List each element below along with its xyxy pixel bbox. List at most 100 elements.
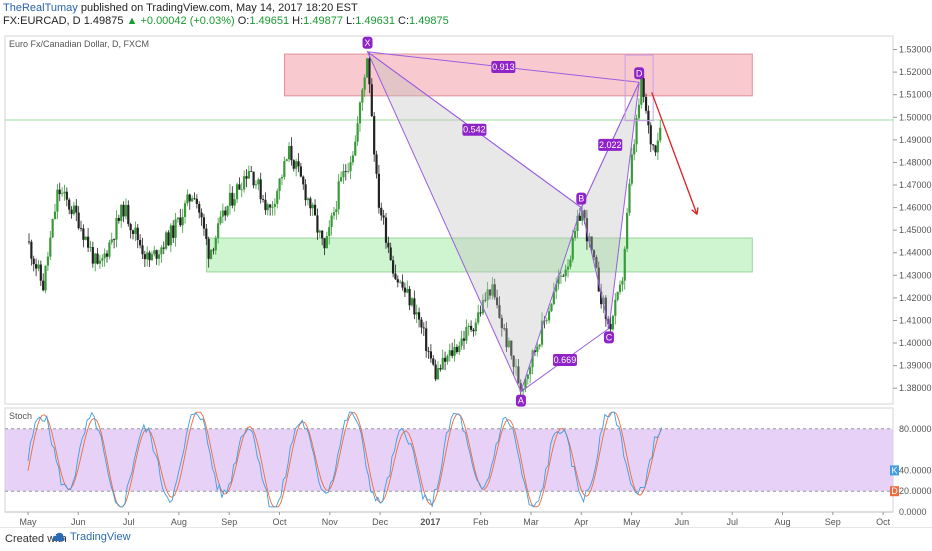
- harmonic-pattern[interactable]: X A B C D 0.913 0.542 0.669 2.022: [362, 36, 654, 407]
- candle: [276, 188, 279, 209]
- candle-body: [590, 236, 593, 251]
- candle: [110, 232, 113, 245]
- point-label-bg: [576, 192, 587, 205]
- stoch-d-badge: [890, 486, 899, 497]
- candle-body: [510, 340, 513, 356]
- demand-zone[interactable]: [206, 237, 753, 273]
- candle-body: [155, 250, 158, 259]
- candle: [623, 246, 626, 290]
- candle-body: [287, 145, 291, 160]
- projection-arrow[interactable]: [651, 92, 699, 215]
- candle-body: [252, 171, 255, 186]
- candle-body: [536, 346, 539, 352]
- candle-body: [269, 204, 272, 208]
- candle: [630, 147, 633, 187]
- candle-body: [323, 238, 326, 249]
- candle-body: [451, 350, 454, 356]
- candle-body: [124, 204, 128, 217]
- candle: [529, 365, 532, 383]
- candle: [451, 342, 454, 359]
- tradingview-brand[interactable]: TradingView: [52, 531, 131, 543]
- candle: [337, 174, 340, 215]
- candle: [505, 322, 508, 352]
- candle: [614, 293, 617, 325]
- candle: [302, 175, 305, 190]
- candle: [633, 139, 636, 161]
- candle-body: [84, 236, 87, 240]
- candle: [358, 101, 362, 132]
- candle: [117, 214, 120, 224]
- candle-body: [233, 199, 236, 206]
- candle-body: [72, 205, 76, 215]
- candle: [545, 317, 548, 325]
- candle-body: [540, 320, 544, 345]
- candle: [477, 304, 480, 325]
- candle-body: [228, 192, 232, 206]
- candle: [169, 223, 172, 252]
- point-label-b: B: [578, 194, 584, 204]
- candle: [616, 291, 619, 302]
- time-tick-label: Mar: [523, 517, 539, 527]
- candle-body: [115, 217, 118, 240]
- candle: [611, 314, 615, 332]
- candle-body: [526, 374, 529, 379]
- candle: [389, 242, 392, 261]
- candle: [550, 302, 553, 313]
- candle-body: [361, 89, 364, 103]
- candle-body: [640, 78, 643, 105]
- candle: [519, 379, 522, 397]
- candle: [427, 347, 430, 359]
- supply-zone[interactable]: [284, 53, 753, 97]
- candle: [72, 201, 76, 216]
- chart-title: Euro Fx/Canadian Dollar, D, FXCM: [9, 39, 149, 49]
- point-label-bg: [515, 394, 526, 407]
- candle: [113, 238, 116, 249]
- candle-body: [306, 198, 310, 201]
- candle-body: [347, 171, 350, 173]
- time-axis[interactable]: May Jun Jul Aug Sep Oct Nov Dec 2017 Feb Mar Apr May…: [5, 511, 893, 527]
- candle: [87, 227, 90, 252]
- price-pane-border: [4, 35, 894, 405]
- candle: [399, 279, 402, 284]
- candle-body: [571, 237, 574, 260]
- candle-body: [221, 210, 224, 217]
- candle-body: [254, 184, 258, 186]
- candle-body: [68, 199, 71, 210]
- ratio-label: 0.913: [492, 62, 515, 72]
- candle-body: [474, 322, 477, 332]
- candle-body: [614, 299, 617, 316]
- time-tick-label: Jun: [71, 517, 86, 527]
- candle: [299, 162, 302, 178]
- candle: [574, 226, 577, 241]
- candle-body: [42, 280, 45, 291]
- candle: [484, 292, 487, 303]
- publish-line: TheRealTumay published on TradingView.co…: [3, 2, 358, 14]
- candle-body: [136, 227, 139, 241]
- candle-body: [174, 219, 177, 238]
- candle-body: [105, 253, 109, 257]
- xab-triangle[interactable]: [366, 50, 582, 393]
- candle-body: [313, 204, 317, 216]
- publish-info: published on TradingView.com, May 14, 20…: [80, 2, 358, 14]
- stoch-pane[interactable]: Stoch 80.0000 40.0000 20.0000 0.0000 K D: [4, 407, 932, 517]
- price-pane[interactable]: Euro Fx/Canadian Dollar, D, FXCM 1.53000 1…: [4, 35, 932, 407]
- candle-body: [153, 250, 156, 255]
- candle-body: [363, 77, 366, 90]
- candle: [94, 252, 97, 272]
- candle-body: [299, 166, 302, 177]
- candle: [500, 314, 503, 337]
- candle: [325, 231, 328, 249]
- candle-body: [79, 228, 83, 229]
- chart-canvas[interactable]: Euro Fx/Canadian Dollar, D, FXCM 1.53000 1…: [0, 30, 932, 527]
- candle: [240, 182, 243, 198]
- candle-body: [618, 284, 622, 292]
- candle: [578, 207, 581, 221]
- stoch-k-line: [27, 411, 663, 508]
- candle-body: [479, 312, 482, 314]
- candle: [408, 285, 411, 311]
- candle: [647, 105, 650, 134]
- candle-body: [592, 250, 596, 258]
- candle-body: [507, 340, 511, 348]
- candle: [462, 330, 466, 350]
- author-link[interactable]: TheRealTumay: [3, 2, 78, 14]
